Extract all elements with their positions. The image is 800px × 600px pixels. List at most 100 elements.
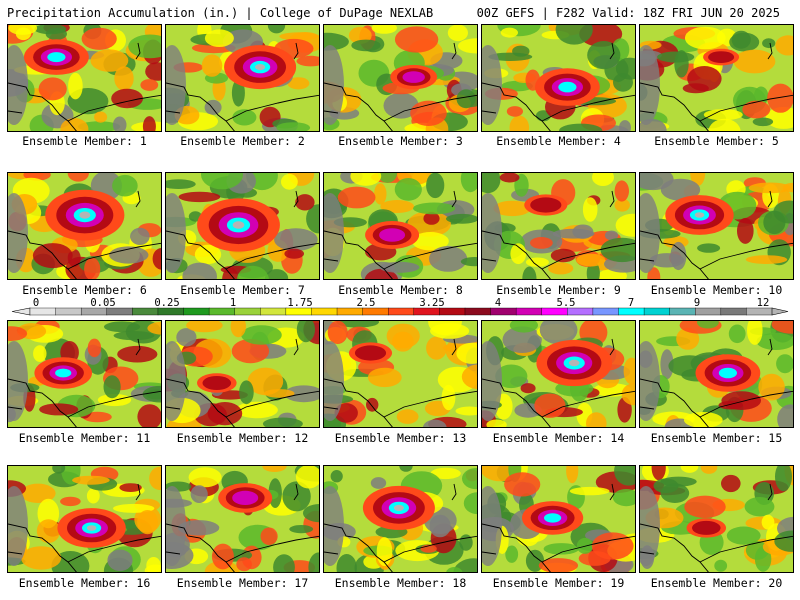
ensemble-member-map (165, 465, 320, 573)
colorbar-swatch (669, 307, 696, 316)
ensemble-member-map (323, 24, 478, 132)
colorbar-swatch (260, 307, 287, 316)
colorbar-swatch (490, 307, 517, 316)
ensemble-member-map (165, 172, 320, 280)
colorbar-tick-label: 4 (494, 297, 502, 309)
precip-field (482, 321, 635, 427)
colorbar-tick-label: 1.75 (287, 297, 313, 309)
ensemble-member-map (323, 172, 478, 280)
precip-field (166, 25, 319, 131)
colorbar-tick-label: 5.5 (556, 297, 576, 309)
ensemble-member-map (7, 24, 162, 132)
ensemble-member-map (165, 320, 320, 428)
precip-field (640, 466, 793, 572)
precip-field (166, 173, 319, 279)
colorbar-swatch (515, 307, 543, 316)
precip-field (482, 173, 635, 279)
colorbar-swatch (695, 307, 722, 316)
member-caption: Ensemble Member: 2 (180, 134, 305, 148)
member-caption: Ensemble Member: 18 (334, 576, 467, 590)
member-caption: Ensemble Member: 20 (650, 576, 783, 590)
colorbar-tick-label: 3.25 (419, 297, 445, 309)
colorbar-swatch (29, 307, 57, 316)
colorbar-swatch (439, 307, 466, 316)
colorbar-swatch (336, 307, 364, 316)
colorbar-swatch (567, 307, 594, 316)
map-title: Precipitation Accumulation (in.) | Colle… (7, 6, 434, 20)
colorbar-swatch (464, 307, 492, 316)
colorbar-swatch (362, 307, 389, 316)
ensemble-member-map (323, 465, 478, 573)
member-caption: Ensemble Member: 16 (18, 576, 151, 590)
member-caption: Ensemble Member: 8 (338, 283, 463, 297)
member-caption: Ensemble Member: 13 (334, 431, 467, 445)
precip-field (8, 25, 161, 131)
ensemble-member-map (7, 320, 162, 428)
colorbar-tick-label: 0.25 (154, 297, 180, 309)
colorbar-tick-label: 0.05 (90, 297, 116, 309)
colorbar-swatch (183, 307, 210, 316)
colorbar-tick-label: 2.5 (356, 297, 376, 309)
colorbar-swatch (208, 307, 236, 316)
colorbar-tick-label: 12 (756, 297, 770, 309)
colorbar-left-arrow (11, 307, 31, 316)
precip-field (640, 25, 793, 131)
member-caption: Ensemble Member: 15 (650, 431, 783, 445)
ensemble-member-map (165, 24, 320, 132)
member-caption: Ensemble Member: 10 (650, 283, 783, 297)
colorbar-swatch (285, 307, 312, 316)
colorbar-tick-label: 0 (32, 297, 40, 309)
ensemble-member-map (639, 465, 794, 573)
precip-field (640, 321, 793, 427)
ensemble-member-map (481, 172, 636, 280)
colorbar-swatch (643, 307, 671, 316)
colorbar-swatch (413, 307, 440, 316)
colorbar-tick-label: 7 (627, 297, 635, 309)
ensemble-member-map (481, 465, 636, 573)
precip-field (8, 173, 161, 279)
colorbar-swatch (234, 307, 261, 316)
member-caption: Ensemble Member: 4 (496, 134, 621, 148)
colorbar-swatch (618, 307, 645, 316)
member-caption: Ensemble Member: 6 (22, 283, 147, 297)
ensemble-member-map (7, 465, 162, 573)
precip-field (8, 321, 161, 427)
ensemble-member-map (639, 320, 794, 428)
colorbar-swatch (132, 307, 159, 316)
precip-colorbar (11, 307, 789, 316)
ensemble-member-map (7, 172, 162, 280)
precip-field (324, 173, 477, 279)
precip-field (324, 25, 477, 131)
member-caption: Ensemble Member: 14 (492, 431, 625, 445)
member-caption: Ensemble Member: 12 (176, 431, 309, 445)
colorbar-swatch (720, 307, 747, 316)
member-caption: Ensemble Member: 3 (338, 134, 463, 148)
ensemble-member-map (323, 320, 478, 428)
colorbar-tick-label: 1 (229, 297, 237, 309)
member-caption: Ensemble Member: 9 (496, 283, 621, 297)
colorbar-tick-label: 9 (693, 297, 701, 309)
ensemble-member-map (639, 24, 794, 132)
colorbar-swatch (157, 307, 185, 316)
member-caption: Ensemble Member: 1 (22, 134, 147, 148)
precip-field (166, 321, 319, 427)
member-caption: Ensemble Member: 11 (18, 431, 151, 445)
ensemble-member-map (481, 320, 636, 428)
valid-time-label: 00Z GEFS | F282 Valid: 18Z FRI JUN 20 20… (476, 6, 780, 20)
colorbar-swatch (311, 307, 338, 316)
ensemble-member-map (639, 172, 794, 280)
precip-field (324, 466, 477, 572)
precip-field (640, 173, 793, 279)
colorbar-swatch (746, 307, 773, 316)
precip-field (482, 466, 635, 572)
precip-field (482, 25, 635, 131)
member-caption: Ensemble Member: 19 (492, 576, 625, 590)
member-caption: Ensemble Member: 7 (180, 283, 305, 297)
ensemble-member-map (481, 24, 636, 132)
member-caption: Ensemble Member: 17 (176, 576, 309, 590)
precip-field (166, 466, 319, 572)
colorbar-swatch (55, 307, 82, 316)
colorbar-swatch (80, 307, 108, 316)
colorbar-right-arrow (771, 307, 789, 316)
member-caption: Ensemble Member: 5 (654, 134, 779, 148)
